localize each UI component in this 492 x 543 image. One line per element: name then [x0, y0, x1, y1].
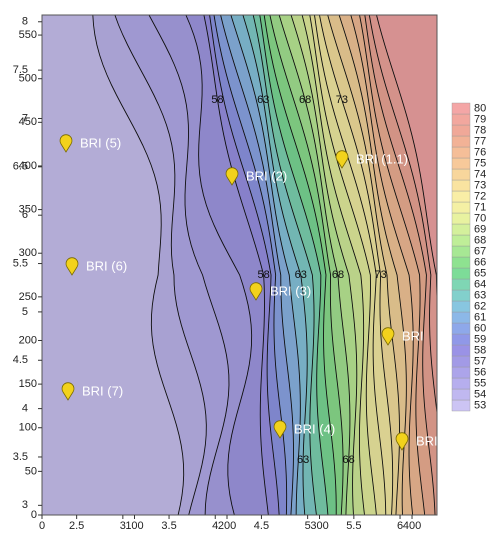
colorbar-cell [452, 279, 470, 290]
marker-label: BRI (1.1) [356, 151, 408, 166]
colorbar-cell [452, 257, 470, 268]
x2-tick-label: 4 [212, 520, 218, 532]
colorbar-cell [452, 180, 470, 191]
colorbar-label: 60 [474, 322, 486, 334]
colorbar-cell [452, 334, 470, 345]
colorbar-label: 76 [474, 146, 486, 158]
x-tick-label: 100 [125, 520, 143, 532]
y-tick-label: 0 [31, 509, 37, 521]
colorbar-label: 68 [474, 234, 486, 246]
colorbar-cell [452, 235, 470, 246]
colorbar-label: 58 [474, 344, 486, 356]
marker-label: BRI (4) [294, 421, 335, 436]
y-tick-label: 150 [19, 378, 37, 390]
colorbar-cell [452, 323, 470, 334]
y2-tick-label: 6 [22, 209, 28, 221]
map-chart: 58636873586368736368 01002003004002.533.… [0, 0, 492, 538]
colorbar-label: 59 [474, 333, 486, 345]
colorbar-cell [452, 147, 470, 158]
y-tick-label: 550 [19, 29, 37, 41]
colorbar-label: 69 [474, 223, 486, 235]
colorbar-label: 63 [474, 289, 486, 301]
colorbar-label: 75 [474, 157, 486, 169]
marker-label: BRI [402, 328, 424, 343]
marker-label: BRI (2) [246, 168, 287, 183]
colorbar-label: 57 [474, 355, 486, 367]
colorbar-cell [452, 158, 470, 169]
colorbar-cell [452, 356, 470, 367]
x2-tick-label: 2.5 [69, 520, 84, 532]
colorbar-cell [452, 224, 470, 235]
y2-tick-label: 4 [22, 403, 28, 415]
colorbar-cell [452, 301, 470, 312]
colorbar-cell [452, 246, 470, 257]
colorbar-label: 62 [474, 300, 486, 312]
colorbar-cell [452, 400, 470, 411]
marker-label: BRI (3) [270, 283, 311, 298]
colorbar-cell [452, 389, 470, 400]
colorbar-cell [452, 103, 470, 114]
colorbar-cell [452, 202, 470, 213]
colorbar-label: 53 [474, 399, 486, 411]
colorbar-label: 70 [474, 212, 486, 224]
colorbar-label: 72 [474, 190, 486, 202]
x-tick-label: 200 [218, 520, 236, 532]
y2-tick-label: 7.5 [13, 64, 28, 76]
colorbar-label: 55 [474, 377, 486, 389]
colorbar-cell [452, 378, 470, 389]
colorbar-label: 66 [474, 256, 486, 268]
x2-tick-label: 3 [120, 520, 126, 532]
colorbar-label: 67 [474, 245, 486, 257]
colorbar-label: 78 [474, 124, 486, 136]
marker-label: BRI (7) [82, 383, 123, 398]
colorbar-cell [452, 191, 470, 202]
y2-tick-label: 3 [22, 499, 28, 511]
y-tick-label: 100 [19, 422, 37, 434]
colorbar-cell [452, 136, 470, 147]
x2-tick-label: 3.5 [161, 520, 176, 532]
marker-label: BRI (6) [86, 258, 127, 273]
colorbar-cell [452, 345, 470, 356]
y2-tick-label: 6.5 [13, 161, 28, 173]
y-tick-label: 50 [25, 465, 37, 477]
colorbar-label: 56 [474, 366, 486, 378]
colorbar-cell [452, 114, 470, 125]
colorbar-label: 71 [474, 201, 486, 213]
marker-label: BRI (1.5) [416, 433, 468, 448]
colorbar-cell [452, 213, 470, 224]
y2-tick-label: 5 [22, 306, 28, 318]
colorbar-label: 77 [474, 135, 486, 147]
colorbar-cell [452, 312, 470, 323]
y-tick-label: 200 [19, 334, 37, 346]
y2-tick-label: 5.5 [13, 257, 28, 269]
colorbar-cell [452, 367, 470, 378]
x2-tick-label: 4.5 [254, 520, 269, 532]
x2-tick-label: 5.5 [346, 520, 361, 532]
y2-tick-label: 7 [22, 112, 28, 124]
marker-label: BRI (5) [80, 135, 121, 150]
colorbar-cell [452, 125, 470, 136]
colorbar-cell [452, 290, 470, 301]
colorbar-cell [452, 268, 470, 279]
colorbar-cell [452, 169, 470, 180]
y2-tick-label: 3.5 [13, 451, 28, 463]
x2-tick-label: 5 [305, 520, 311, 532]
colorbar: 5354555657585960616263646566676869707172… [452, 102, 486, 411]
x-tick-label: 400 [403, 520, 421, 532]
colorbar-label: 61 [474, 311, 486, 323]
y2-tick-label: 4.5 [13, 354, 28, 366]
colorbar-label: 65 [474, 267, 486, 279]
colorbar-label: 74 [474, 168, 486, 180]
x-tick-label: 0 [39, 520, 45, 532]
x2-tick-label: 6 [397, 520, 403, 532]
x-tick-label: 300 [310, 520, 328, 532]
y-tick-label: 250 [19, 291, 37, 303]
colorbar-label: 54 [474, 388, 486, 400]
colorbar-label: 64 [474, 278, 486, 290]
y2-tick-label: 8 [22, 16, 28, 28]
colorbar-label: 80 [474, 102, 486, 114]
colorbar-label: 79 [474, 113, 486, 125]
colorbar-label: 73 [474, 179, 486, 191]
